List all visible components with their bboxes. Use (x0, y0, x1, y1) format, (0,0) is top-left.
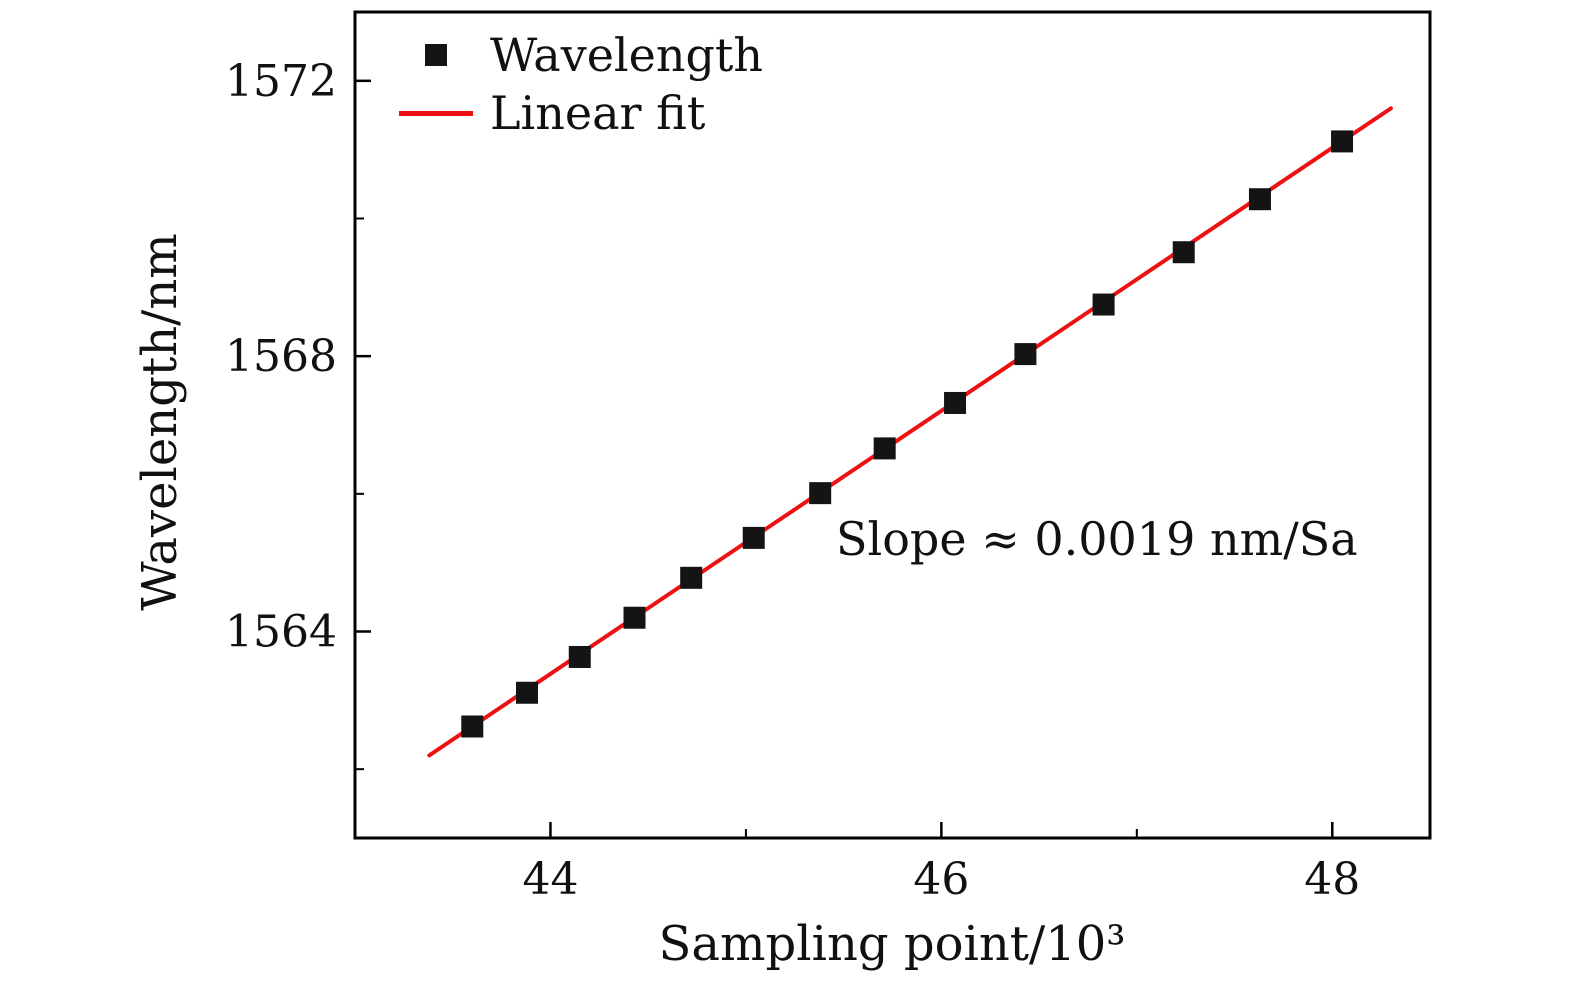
data-point (742, 526, 765, 549)
slope-annotation: Slope ≈ 0.0019 nm/Sa (836, 512, 1358, 566)
y-tick-label: 1568 (225, 331, 337, 382)
x-axis-label: Sampling point/10³ (658, 916, 1126, 972)
x-tick-label: 46 (913, 854, 969, 905)
x-tick-label: 44 (522, 854, 578, 905)
data-point (568, 645, 591, 668)
data-point (809, 482, 832, 505)
legend-swatch-cell (392, 44, 480, 66)
data-point (1331, 130, 1354, 153)
legend-item-linear-fit: Linear fit (392, 84, 763, 142)
data-point (461, 715, 484, 738)
data-point (944, 391, 967, 414)
plot-frame (353, 10, 1432, 840)
y-axis-label: Wavelength/nm (132, 233, 188, 611)
data-point (873, 437, 896, 460)
wavelength-marker-icon (425, 44, 447, 66)
data-point (680, 566, 703, 589)
y-tick-label: 1572 (225, 56, 337, 107)
data-point (1172, 241, 1195, 264)
data-point (1014, 343, 1037, 366)
legend-label-wavelength: Wavelength (490, 28, 764, 82)
legend-item-wavelength: Wavelength (392, 26, 763, 84)
x-tick-label: 48 (1304, 854, 1360, 905)
linear-fit-line-icon (399, 110, 473, 116)
data-point (623, 606, 646, 629)
data-point (516, 681, 538, 704)
data-point (1248, 188, 1271, 211)
y-tick-label: 1564 (225, 607, 337, 658)
legend-label-linear-fit: Linear fit (490, 86, 706, 140)
legend-swatch-cell (392, 110, 480, 116)
legend: Wavelength Linear fit (392, 26, 763, 142)
data-point (1092, 293, 1115, 316)
